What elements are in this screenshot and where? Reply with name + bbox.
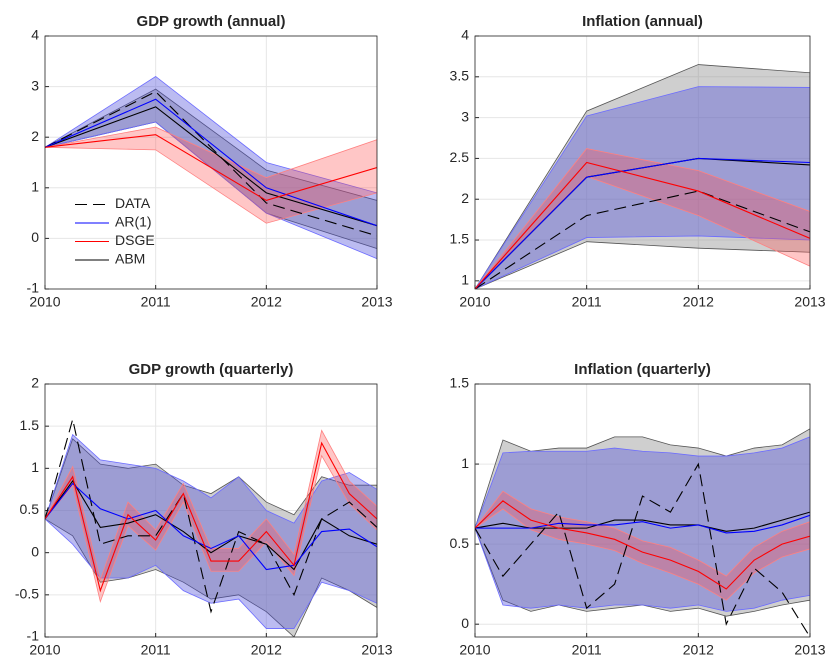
x-tick-label: 2010 [459,294,490,310]
plot [45,75,377,260]
chart-title: Inflation (annual) [582,13,703,30]
subplot: -1 0 1 2 3 4 2010 2011 2012 2013 GDP growth (annua… [27,13,393,310]
y-tick-label: 2 [461,190,469,206]
plot-area [45,36,377,289]
y-tick-label: 1 [461,272,469,288]
plot [45,419,377,637]
y-tick-label: 2 [31,128,39,144]
confidence-band [45,433,377,629]
axes-box [44,35,378,290]
chart-title: GDP growth (annual) [137,13,286,30]
y-tick-label: 4 [31,27,39,43]
y-tick-label: 0 [31,229,39,245]
confidence-band [475,148,810,289]
series-line [45,482,377,571]
y-tick-label: 3.5 [450,68,470,84]
legend-label: DATA [115,195,151,211]
plot [475,64,810,289]
legend-label: DSGE [115,232,155,248]
plot-area [475,36,810,289]
series-line [45,106,377,227]
x-tick-label: 2010 [459,642,490,658]
confidence-band [45,75,377,260]
x-tick-label: 2013 [361,642,392,658]
series-line [45,134,377,202]
legend-label: AR(1) [115,214,152,230]
series-line [475,190,810,289]
y-tick-label: 0 [461,615,469,631]
confidence-band [475,490,810,601]
subplot: -1 -0.5 0 0.5 1 1.5 2 2010 2011 2012 2013 GDP growt… [15,361,393,658]
y-tick-label: 2.5 [450,149,470,165]
y-tick-label: 4 [461,27,469,43]
y-tick-label: 2 [31,375,39,391]
y-tick-label: 0.5 [20,501,40,517]
x-tick-label: 2012 [251,294,282,310]
subplot: 1 1.5 2 2.5 3 3.5 4 2010 2011 2012 2013 Inflation (… [450,13,826,310]
x-tick-label: 2013 [794,294,825,310]
series-line [475,500,810,590]
y-tick-label: 1 [31,459,39,475]
confidence-band [475,436,810,612]
y-tick-label: 1.5 [450,231,470,247]
y-tick-label: -1 [27,628,40,644]
x-tick-label: 2010 [29,294,60,310]
confidence-band [475,86,810,289]
y-tick-label: 3 [461,108,469,124]
x-tick-label: 2011 [572,294,602,310]
y-tick-label: -0.5 [15,586,39,602]
series-line [475,157,810,289]
confidence-band [45,429,377,603]
x-tick-label: 2012 [683,642,714,658]
confidence-band [45,126,377,224]
chart-title: Inflation (quarterly) [574,361,711,378]
x-tick-label: 2011 [141,294,171,310]
subplot: 0 0.5 1 1.5 2010 2011 2012 2013 Inflation (quart… [450,361,826,658]
x-tick-label: 2011 [141,642,171,658]
y-tick-label: 0 [31,543,39,559]
axes-box [474,35,811,290]
chart-title: GDP growth (quarterly) [129,361,294,378]
x-tick-label: 2012 [683,294,714,310]
series-line [45,90,377,237]
x-tick-label: 2011 [572,642,602,658]
y-tick-label: 1 [461,455,469,471]
x-tick-label: 2010 [29,642,60,658]
y-tick-label: 1.5 [20,417,40,433]
y-tick-label: -1 [27,280,40,296]
plot-area [475,384,810,637]
series-line [475,161,810,289]
y-tick-label: 1.5 [450,375,470,391]
axes-box [44,383,378,638]
y-tick-label: 1 [31,179,39,195]
legend-label: ABM [115,251,145,267]
x-tick-label: 2013 [794,642,825,658]
series-line [45,479,377,571]
series-line [45,441,377,593]
series-line [45,98,377,227]
y-tick-label: 0.5 [450,535,470,551]
confidence-band [475,428,810,617]
y-tick-label: 3 [31,77,39,93]
series-line [475,462,810,637]
x-tick-label: 2013 [361,294,392,310]
x-tick-label: 2012 [251,642,282,658]
axes-box [474,383,811,638]
plot [475,428,810,637]
series-line [475,514,810,534]
confidence-band [45,438,377,637]
